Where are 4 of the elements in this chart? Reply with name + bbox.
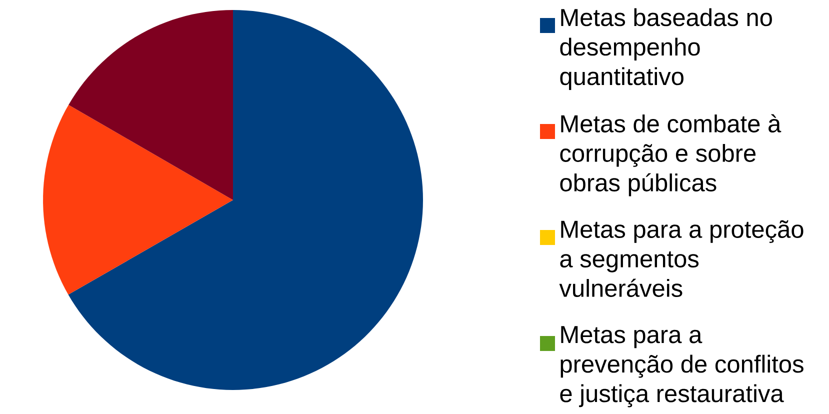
legend-label: Metas de combate à corrupção e sobre obras públicas bbox=[560, 114, 782, 196]
legend-label: Metas para a prevenção de conflitos e justiça restaurativa bbox=[560, 326, 804, 408]
legend-label: Metas para a proteção a segmentos vulneráveis bbox=[559, 220, 804, 297]
legend-label: Metas baseadas no desempenho quantitativo bbox=[560, 8, 772, 90]
